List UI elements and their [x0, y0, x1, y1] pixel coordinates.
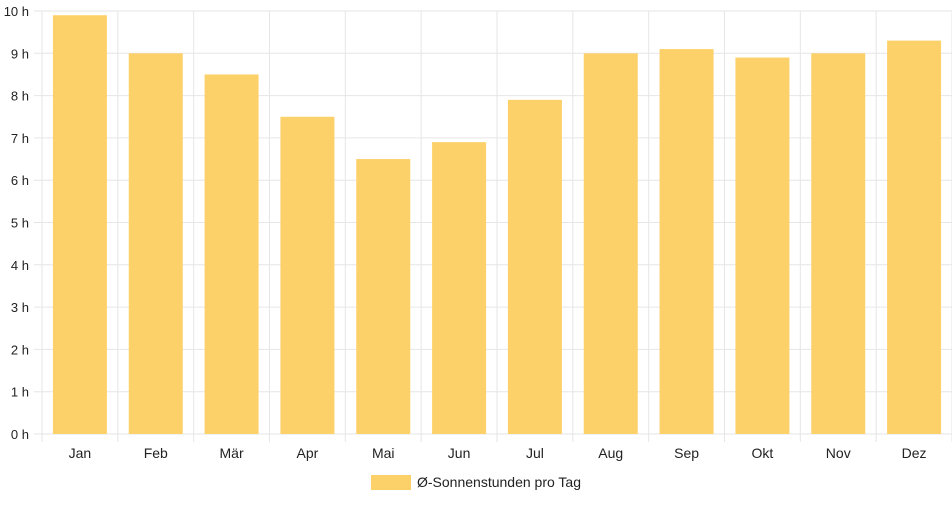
y-tick-label: 9 h — [11, 46, 29, 61]
legend-label[interactable]: Ø-Sonnenstunden pro Tag — [417, 474, 581, 490]
bar-jan[interactable] — [52, 15, 107, 434]
y-tick-label: 1 h — [11, 385, 29, 400]
y-tick-label: 8 h — [11, 89, 29, 104]
grid — [34, 10, 952, 442]
x-tick-label: Feb — [144, 445, 168, 461]
x-tick-label: Mär — [220, 445, 244, 461]
y-tick-label: 0 h — [11, 427, 29, 442]
bar-jul[interactable] — [507, 99, 562, 434]
bars — [52, 15, 942, 435]
x-tick-label: Mai — [372, 445, 395, 461]
y-tick-label: 2 h — [11, 342, 29, 357]
legend-swatch[interactable] — [371, 475, 411, 490]
y-axis: 0 h 1 h 2 h 3 h 4 h 5 h 6 h 7 h 8 h 9 h 10 h — [4, 4, 29, 442]
x-tick-label: Sep — [674, 445, 699, 461]
x-tick-label: Dez — [902, 445, 927, 461]
bar-apr[interactable] — [280, 116, 335, 434]
y-tick-label: 7 h — [11, 131, 29, 146]
legend[interactable]: Ø-Sonnenstunden pro Tag — [371, 474, 581, 490]
x-tick-label: Aug — [598, 445, 623, 461]
bar-okt[interactable] — [735, 57, 790, 434]
bar-feb[interactable] — [128, 53, 183, 435]
x-tick-label: Jul — [526, 445, 544, 461]
bar-mär[interactable] — [204, 74, 259, 434]
x-tick-label: Okt — [752, 445, 774, 461]
x-tick-label: Nov — [826, 445, 851, 461]
x-tick-label: Apr — [297, 445, 319, 461]
bar-aug[interactable] — [583, 53, 638, 435]
bar-mai[interactable] — [356, 159, 411, 435]
bar-nov[interactable] — [811, 53, 866, 435]
bar-sep[interactable] — [659, 49, 714, 434]
bar-dez[interactable] — [887, 40, 942, 435]
x-axis: Jan Feb Mär Apr Mai Jun Jul Aug Sep Okt Nov Dez — [69, 445, 927, 461]
x-tick-label: Jan — [69, 445, 92, 461]
y-tick-label: 4 h — [11, 258, 29, 273]
x-tick-label: Jun — [448, 445, 471, 461]
y-tick-label: 3 h — [11, 300, 29, 315]
y-tick-label: 10 h — [4, 4, 29, 19]
y-tick-label: 6 h — [11, 173, 29, 188]
bar-jun[interactable] — [432, 142, 487, 434]
y-tick-label: 5 h — [11, 216, 29, 231]
